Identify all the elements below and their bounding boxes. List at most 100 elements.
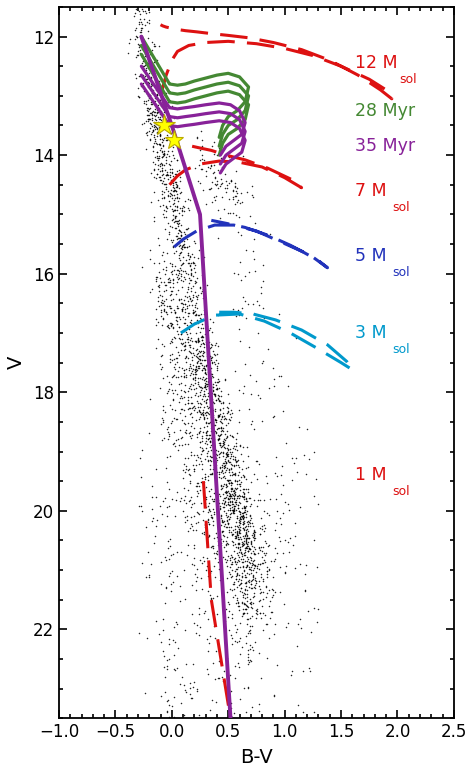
Point [177,377,185,389]
Point [176,254,183,266]
Point [228,535,236,547]
Point [211,419,219,431]
Point [160,148,168,160]
Point [152,135,159,148]
Point [258,545,266,557]
Point [247,546,255,559]
Point [216,536,224,548]
Point [194,390,202,402]
Point [167,176,175,188]
Point [162,178,169,190]
Point [142,19,149,31]
Point [260,553,268,566]
Point [187,408,194,420]
Point [159,245,167,258]
Point [243,618,251,630]
Point [239,522,247,534]
Point [169,100,176,112]
Point [270,373,277,385]
Point [237,648,244,660]
Point [226,468,233,481]
Point [239,512,246,525]
Point [204,161,211,173]
Point [171,368,178,381]
Point [240,501,247,513]
Point [249,563,256,576]
Point [203,663,211,676]
Point [312,473,319,485]
Point [173,618,181,630]
Point [281,565,289,577]
Point [225,498,233,511]
Point [166,300,173,313]
Point [227,496,234,509]
Point [247,601,255,613]
Point [205,512,212,525]
Point [176,171,184,183]
Point [163,300,171,313]
Point [208,512,215,524]
Point [192,365,200,377]
Point [160,147,167,159]
Point [224,519,231,531]
Point [219,515,226,528]
Point [216,461,224,474]
Point [198,373,206,385]
Point [186,338,193,351]
Point [218,441,225,454]
Point [160,100,167,112]
Point [199,269,206,281]
Point [213,545,221,557]
Point [217,533,225,546]
Point [227,568,234,580]
Point [169,276,177,289]
Point [171,383,179,396]
Point [170,182,178,194]
Point [204,375,212,388]
Point [253,577,260,589]
Point [188,248,196,260]
Point [296,558,304,570]
Point [208,431,215,444]
Point [246,500,254,512]
Point [179,208,186,221]
Point [193,348,201,361]
Point [166,302,173,314]
Point [222,175,229,187]
Point [200,289,208,302]
Point [158,361,166,374]
Point [193,293,201,305]
Point [208,412,216,424]
Point [142,5,149,18]
Point [202,396,210,408]
Point [241,608,248,620]
Point [210,546,218,559]
Point [212,414,220,426]
Point [175,163,182,176]
Point [220,501,228,513]
Point [164,426,172,438]
Point [198,140,205,152]
Point [222,412,229,424]
Point [137,22,145,34]
Point [209,540,216,553]
Point [245,532,253,544]
Point [239,512,246,525]
Point [178,303,185,315]
Point [194,431,201,444]
Point [249,529,256,542]
Point [218,519,225,531]
Point [241,491,248,504]
Point [156,160,164,173]
Point [246,514,254,526]
Point [208,402,216,414]
Point [165,228,173,240]
Point [210,444,218,457]
Point [263,580,270,592]
Point [205,454,212,466]
Point [155,317,162,329]
Point [239,607,247,619]
Point [236,256,244,269]
Point [284,380,292,392]
Point [147,95,155,108]
